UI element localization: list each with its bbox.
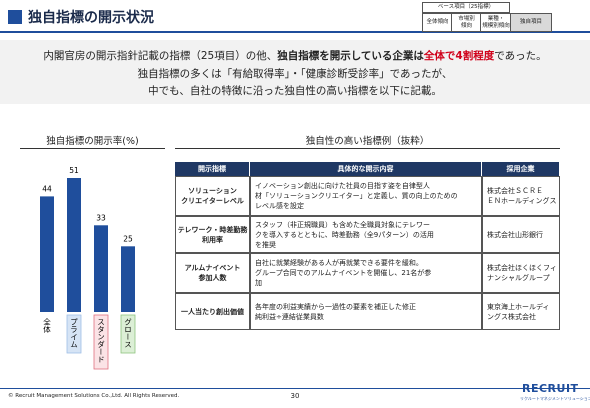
table-header: 具体的な開示内容 xyxy=(250,162,482,176)
x-tick-label: プライム xyxy=(69,318,78,349)
copyright: © Recruit Management Solutions Co.,Ltd. … xyxy=(8,393,180,399)
data-label: 51 xyxy=(69,166,79,175)
cell-text: 参加人数 xyxy=(198,274,227,282)
bar xyxy=(40,196,54,312)
table-header: 開示指標 xyxy=(175,162,250,176)
cell-text: 各年度の利益実績から一過性の要素を補正した修正 xyxy=(255,302,416,311)
table-cell: ソリューション クリエイターレベル xyxy=(175,176,250,216)
intro-band xyxy=(0,40,590,104)
step-text: 業種・ xyxy=(487,15,505,22)
cell-text: ソリューション xyxy=(188,187,237,195)
bar xyxy=(67,178,81,312)
step-text: 市場別 xyxy=(458,15,475,22)
cell-text: 加 xyxy=(255,279,262,287)
title-icon xyxy=(8,10,22,24)
cell-text: テレワーク・時差勤務 xyxy=(177,225,248,234)
cell-text: 東京海上ホールディ xyxy=(487,302,550,311)
cell-text: 利用率 xyxy=(202,235,223,244)
cell-text: 株式会社ＳＣＲＥ xyxy=(487,187,543,195)
breadcrumb-step: 全体傾向 xyxy=(422,13,453,32)
cell-text: スタッフ（非正規職員）も含めた全職員対象にテレワー xyxy=(255,220,430,229)
footer-rule xyxy=(0,388,590,389)
cell-text: クを導入するとともに、時差勤務（全9パターン）の活用 xyxy=(255,230,434,239)
bar xyxy=(94,225,108,312)
table-cell: テレワーク・時差勤務 利用率 xyxy=(175,216,250,253)
data-label: 25 xyxy=(123,234,133,243)
cell-text: 材「ソリューションクリエイター」と定義し、質の向上のための xyxy=(255,192,458,200)
cell-text: 株式会社山形銀行 xyxy=(487,230,543,239)
category-box xyxy=(120,314,136,354)
step-text: 規模別傾向 xyxy=(482,22,510,29)
text-run: 独自指標を開示している企業は xyxy=(277,50,424,62)
table-cell: アルムナイベント 参加人数 xyxy=(175,253,250,293)
cell-text: を推奨 xyxy=(255,240,276,249)
slide-title: 独自指標の開示状況 xyxy=(28,10,154,26)
cell-text: イノベーション創出に向けた社員の目指す姿を自律型人 xyxy=(255,182,430,190)
breadcrumb-base: ベース項目（25指標） xyxy=(422,2,510,13)
logo-sub: リクルートマネジメントソリューションズ xyxy=(520,396,590,401)
intro-line: 独自指標の多くは「有給取得率」・「健康診断受診率」であったが、 xyxy=(137,68,453,80)
table-rule xyxy=(175,148,560,149)
cell-text: 自社に就業経験がある人が再就業できる要件を緩和。 xyxy=(255,259,423,267)
cell-text: アルムナイベント xyxy=(184,264,241,272)
page-number: 30 xyxy=(290,392,300,400)
table-cell: 各年度の利益実績から一過性の要素を補正した修正 純利益÷連結従業員数 xyxy=(250,293,482,330)
table-cell: 株式会社ほくほくフィ ナンシャルグループ xyxy=(482,253,560,293)
step-text: 全体傾向 xyxy=(426,19,449,25)
cell-text: 純利益÷連結従業員数 xyxy=(255,312,324,321)
chart-title: 独自指標の開示率(%) xyxy=(46,136,139,147)
x-tick-label: 全体 xyxy=(42,317,51,335)
breadcrumb-step: 独自項目 xyxy=(510,13,552,32)
table-cell: イノベーション創出に向けた社員の目指す姿を自律型人材「ソリューションクリエイター… xyxy=(250,176,482,216)
data-label: 33 xyxy=(96,213,106,222)
intro-line: 中でも、自社の特徴に沿った独自性の高い指標を以下に記載。 xyxy=(148,85,442,97)
x-tick-label: グロース xyxy=(123,318,132,349)
intro-line: 内閣官房の開示指針記載の指標（25項目）の他、独自指標を開示している企業は全体で… xyxy=(0,48,590,63)
text-run: 全体で4割程度 xyxy=(423,50,495,62)
category-box xyxy=(93,314,109,370)
text-run: 内閣官房の開示指針記載の指標（25項目）の他、 xyxy=(43,50,278,62)
step-text: 傾向 xyxy=(460,22,472,29)
table-header: 採用企業 xyxy=(482,162,560,176)
cell-text: 一人当たり創出価値 xyxy=(181,307,244,316)
data-label: 44 xyxy=(42,184,52,193)
step-text: 独自項目 xyxy=(519,19,542,25)
cell-text: グループ合同でのアルムナイベントを開催し、21名が参 xyxy=(255,269,432,277)
breadcrumb-step: 業種・ 規模別傾向 xyxy=(480,13,512,32)
table-cell: スタッフ（非正規職員）も含めた全職員対象にテレワー クを導入するとともに、時差勤務… xyxy=(250,216,482,253)
cell-text: 株式会社ほくほくフィ xyxy=(487,264,557,272)
category-box xyxy=(66,314,82,354)
table-title: 独自性の高い指標例（抜粋） xyxy=(305,136,430,147)
table-cell: 株式会社ＳＣＲＥ ＥＮホールディングス xyxy=(482,176,560,216)
cell-text: クリエイターレベル xyxy=(181,197,244,205)
chart-rule xyxy=(20,148,165,149)
table-cell: 東京海上ホールディ ングス株式会社 xyxy=(482,293,560,330)
cell-text: ングス株式会社 xyxy=(487,312,536,321)
cell-text: ＥＮホールディングス xyxy=(487,197,557,205)
bar xyxy=(121,246,135,312)
cell-text: レベル感を設定 xyxy=(255,202,304,210)
title-rule xyxy=(0,31,590,33)
table-cell: 株式会社山形銀行 xyxy=(482,216,560,253)
breadcrumb-step: 市場別 傾向 xyxy=(451,13,482,32)
text-run: であった。 xyxy=(494,50,547,62)
x-tick-label: スタンダード xyxy=(96,318,105,363)
logo: RECRUIT xyxy=(522,382,579,395)
category-box xyxy=(39,314,55,338)
table-cell: 一人当たり創出価値 xyxy=(175,293,250,330)
cell-text: ナンシャルグループ xyxy=(487,274,550,282)
table-cell: 自社に就業経験がある人が再就業できる要件を緩和。グループ合同でのアルムナイベント… xyxy=(250,253,482,293)
